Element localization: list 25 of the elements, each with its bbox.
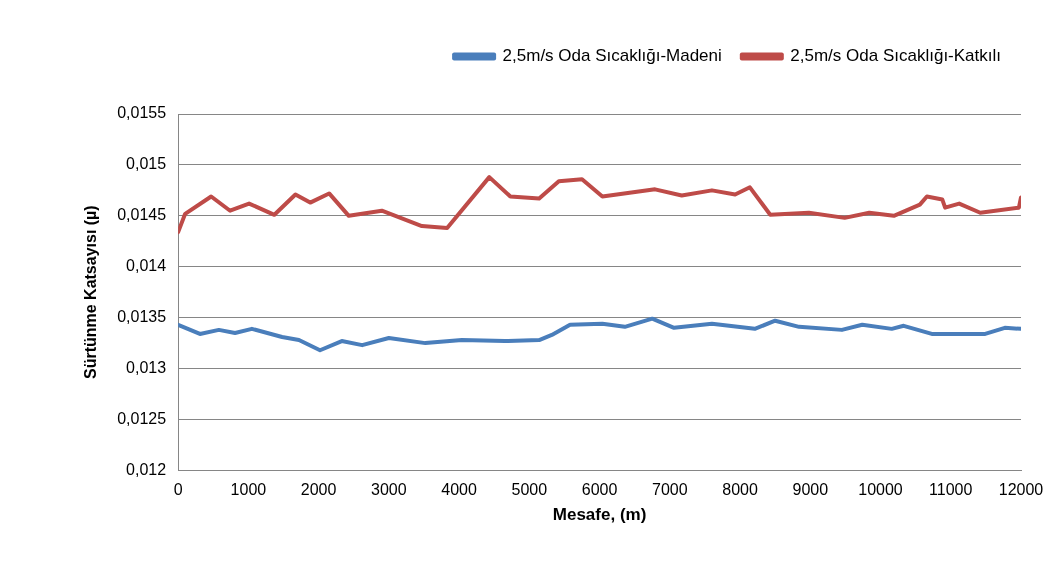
x-tick-label: 7000 — [652, 481, 688, 499]
y-tick-label: 0,0155 — [117, 104, 167, 122]
y-tick-label: 0,014 — [126, 257, 167, 275]
y-tick-label: 0,0135 — [117, 308, 167, 326]
x-tick-label: 1000 — [230, 481, 267, 499]
y-tick-label: 0,013 — [126, 358, 167, 376]
x-tick-label: 10000 — [858, 481, 903, 499]
x-tick-label: 12000 — [998, 481, 1044, 499]
x-tick-label: 2000 — [300, 481, 337, 499]
y-tick-label: 0,015 — [126, 155, 167, 173]
y-tick-label: 0,012 — [126, 460, 167, 478]
legend-label: 2,5m/s Oda Sıcaklığı-Madeni — [502, 46, 722, 66]
y-tick-label: 0,0145 — [117, 206, 167, 224]
x-tick-label: 4000 — [441, 481, 477, 499]
x-tick-label: 11000 — [929, 481, 973, 499]
x-tick-label: 0 — [173, 481, 183, 499]
x-tick-label: 9000 — [792, 481, 829, 499]
x-axis-title: Mesafe, (m) — [552, 505, 647, 525]
x-tick-label: 8000 — [722, 481, 758, 499]
x-tick-label: 5000 — [511, 481, 548, 499]
legend-label: 2,5m/s Oda Sıcaklığı-Katkılı — [790, 46, 1002, 66]
y-tick-label: 0,0125 — [117, 409, 167, 427]
y-axis-title: Sürtünme Katsayısı (µ) — [82, 205, 100, 380]
x-tick-label: 3000 — [371, 481, 407, 499]
x-tick-label: 6000 — [581, 481, 618, 499]
